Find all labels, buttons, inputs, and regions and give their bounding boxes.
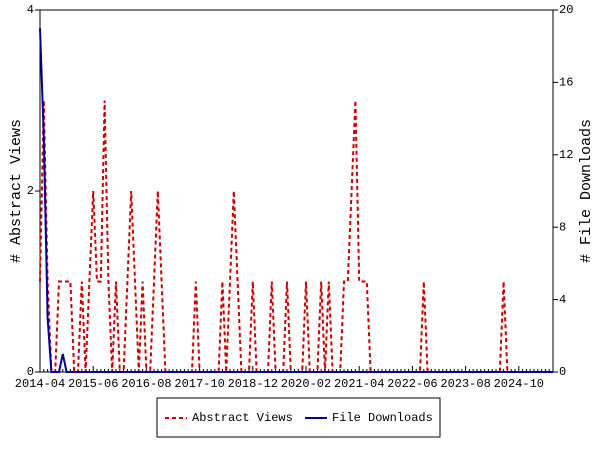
- x-tick-label: 2023-08: [440, 377, 490, 391]
- x-tick-label: 2015-06: [68, 377, 118, 391]
- x-tick-label: 2020-02: [281, 377, 331, 391]
- y-tick-label: 2: [27, 184, 34, 198]
- y-axis-title: # Abstract Views: [8, 119, 25, 263]
- x-tick-label: 2021-04: [334, 377, 384, 391]
- y2-tick-label: 0: [559, 365, 566, 379]
- y-tick-label: 0: [27, 365, 34, 379]
- x-tick-label: 2024-10: [494, 377, 544, 391]
- y2-axis-title: # File Downloads: [578, 119, 595, 263]
- series-line: [39, 100, 553, 373]
- legend-label: File Downloads: [332, 411, 433, 425]
- x-tick-label: 2018-12: [228, 377, 278, 391]
- y2-tick-label: 4: [559, 293, 566, 307]
- x-tick-label: 2017-10: [174, 377, 224, 391]
- y2-tick-label: 12: [559, 148, 573, 162]
- y2-tick-label: 20: [559, 3, 573, 17]
- legend-box: [156, 397, 441, 438]
- series-line: [39, 28, 553, 373]
- y2-tick-label: 16: [559, 76, 573, 90]
- legend-label: Abstract Views: [192, 411, 293, 425]
- y-tick-label: 4: [27, 3, 34, 17]
- x-tick-label: 2016-08: [121, 377, 171, 391]
- y2-tick-label: 8: [559, 220, 566, 234]
- x-tick-label: 2014-04: [15, 377, 65, 391]
- x-tick-label: 2022-06: [387, 377, 437, 391]
